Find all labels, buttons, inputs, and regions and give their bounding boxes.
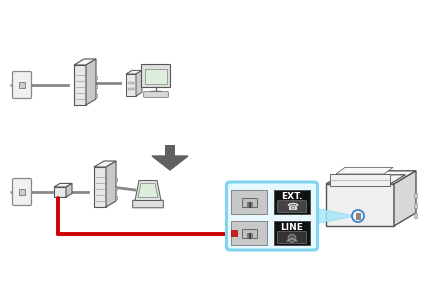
FancyBboxPatch shape xyxy=(144,92,168,97)
Polygon shape xyxy=(314,208,355,224)
Bar xyxy=(247,233,252,238)
FancyBboxPatch shape xyxy=(12,71,31,98)
Text: LINE: LINE xyxy=(280,223,303,232)
Polygon shape xyxy=(336,167,393,174)
FancyBboxPatch shape xyxy=(142,64,170,88)
Bar xyxy=(165,145,175,156)
Text: ☎: ☎ xyxy=(286,202,298,212)
Polygon shape xyxy=(94,167,106,207)
FancyBboxPatch shape xyxy=(227,182,317,250)
Circle shape xyxy=(352,210,364,222)
Bar xyxy=(115,178,117,181)
Bar xyxy=(242,197,257,206)
Polygon shape xyxy=(54,187,66,197)
Polygon shape xyxy=(394,171,416,226)
Polygon shape xyxy=(330,175,405,184)
Polygon shape xyxy=(152,156,188,170)
Bar xyxy=(247,202,252,206)
FancyBboxPatch shape xyxy=(278,232,306,244)
Bar xyxy=(115,187,117,190)
Bar xyxy=(115,196,117,199)
Polygon shape xyxy=(326,171,416,184)
Bar xyxy=(232,190,267,214)
Polygon shape xyxy=(106,161,116,207)
Polygon shape xyxy=(330,174,390,186)
Bar xyxy=(128,88,134,90)
Bar xyxy=(414,203,417,208)
Polygon shape xyxy=(66,183,72,197)
FancyBboxPatch shape xyxy=(12,178,31,206)
Polygon shape xyxy=(126,70,142,74)
Polygon shape xyxy=(136,70,142,96)
Polygon shape xyxy=(74,65,86,105)
Bar xyxy=(414,193,417,198)
Bar xyxy=(19,189,25,195)
Polygon shape xyxy=(74,59,96,65)
Bar xyxy=(95,94,97,97)
Bar xyxy=(232,230,238,236)
Bar xyxy=(19,82,25,88)
Bar xyxy=(242,229,257,238)
Bar xyxy=(274,221,310,245)
Bar xyxy=(356,213,360,219)
Bar xyxy=(414,213,417,218)
Polygon shape xyxy=(138,184,158,197)
FancyBboxPatch shape xyxy=(278,201,306,212)
Polygon shape xyxy=(54,183,72,187)
Polygon shape xyxy=(126,74,136,96)
Polygon shape xyxy=(326,184,394,226)
Text: EXT.: EXT. xyxy=(281,192,303,201)
Bar xyxy=(95,76,97,79)
Polygon shape xyxy=(135,181,161,200)
Bar xyxy=(232,221,267,245)
FancyBboxPatch shape xyxy=(133,200,163,208)
Bar xyxy=(128,82,134,84)
Bar xyxy=(95,85,97,88)
Bar xyxy=(145,69,167,84)
Circle shape xyxy=(288,234,296,242)
Polygon shape xyxy=(94,161,116,167)
Bar xyxy=(274,190,310,214)
Polygon shape xyxy=(86,59,96,105)
